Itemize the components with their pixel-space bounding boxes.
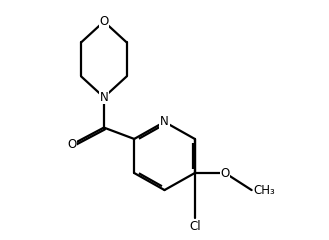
Text: N: N (100, 91, 108, 104)
Text: O: O (99, 15, 109, 28)
Text: O: O (220, 167, 230, 180)
Text: CH₃: CH₃ (254, 184, 275, 197)
Text: N: N (160, 115, 169, 128)
Text: O: O (67, 138, 76, 151)
Text: Cl: Cl (189, 220, 201, 233)
